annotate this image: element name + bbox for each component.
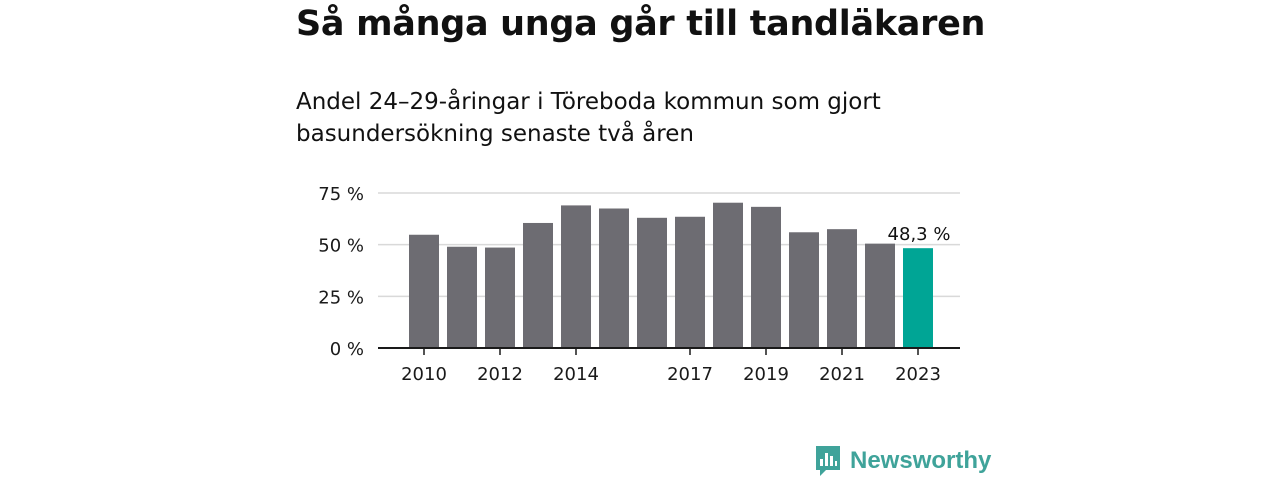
x-tick-label: 2012 [477, 364, 523, 385]
bar-chart: 0 % 25 % 50 % 75 % 2010 2012 2014 2017 2019 2021… [318, 184, 960, 385]
bar-2011 [447, 246, 477, 348]
y-tick-label: 75 % [318, 184, 364, 205]
x-tick-label: 2023 [895, 364, 941, 385]
chart-subtitle: Andel 24–29-åringar i Töreboda kommun so… [296, 89, 881, 147]
y-tick-label: 0 % [330, 339, 364, 360]
bar-2019 [751, 206, 781, 348]
x-axis-ticks: 2010 2012 2014 2017 2019 2021 2023 [401, 348, 941, 385]
bar-2014 [561, 205, 591, 348]
bar-2018 [713, 202, 743, 348]
bar-2012 [485, 247, 515, 348]
bar-chart-bubble-icon [816, 446, 840, 476]
y-tick-label: 25 % [318, 287, 364, 308]
bar-2015 [599, 208, 629, 348]
bar-2017 [675, 216, 705, 348]
x-tick-label: 2010 [401, 364, 447, 385]
y-tick-label: 50 % [318, 236, 364, 257]
bar-2023 [903, 248, 933, 348]
data-label-2023: 48,3 % [888, 224, 951, 245]
annotations: 48,3 % [888, 224, 951, 245]
bars [378, 202, 960, 349]
newsworthy-logo: Newsworthy [814, 444, 991, 478]
bar-2022 [865, 243, 895, 348]
bar-2013 [523, 222, 553, 348]
x-tick-label: 2017 [667, 364, 713, 385]
bar-2020 [789, 232, 819, 348]
bar-2016 [637, 217, 667, 348]
y-axis-ticks: 0 % 25 % 50 % 75 % [318, 184, 364, 360]
bar-2010 [409, 234, 439, 348]
brand-name: Newsworthy [850, 447, 992, 474]
chart-title: Så många unga går till tandläkaren [296, 4, 986, 44]
x-tick-label: 2014 [553, 364, 599, 385]
x-tick-label: 2021 [819, 364, 865, 385]
x-tick-label: 2019 [743, 364, 789, 385]
bar-2021 [827, 229, 857, 348]
